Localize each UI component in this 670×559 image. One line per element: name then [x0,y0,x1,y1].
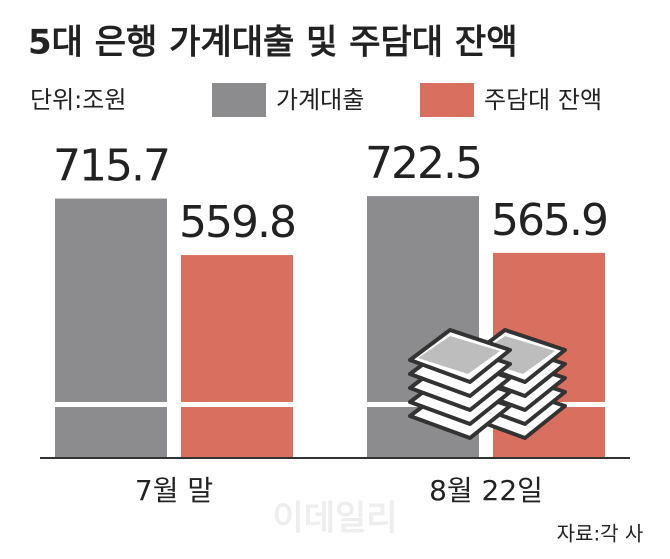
money-icon [408,328,567,440]
x-tick-label: 7월 말 [135,474,213,507]
watermark: 이데일리 [272,499,397,539]
value-label: 715.7 [53,141,169,192]
bar [55,198,167,458]
chart-title: 5대 은행 가계대출 및 주담대 잔액 [28,23,517,63]
legend-label: 가계대출 [276,86,364,114]
value-label: 722.5 [365,138,481,189]
bill-top [418,336,500,374]
legend-label: 주담대 잔액 [484,86,602,114]
axis-break [40,402,630,407]
bar [181,255,293,458]
source: 자료:각 사 [557,522,644,546]
x-tick-label: 8월 22일 [429,474,543,507]
value-label: 565.9 [491,195,607,246]
value-label: 559.8 [179,197,295,248]
unit-label: 단위:조원 [30,86,126,114]
legend-swatch [212,83,266,117]
legend-swatch [420,83,474,117]
